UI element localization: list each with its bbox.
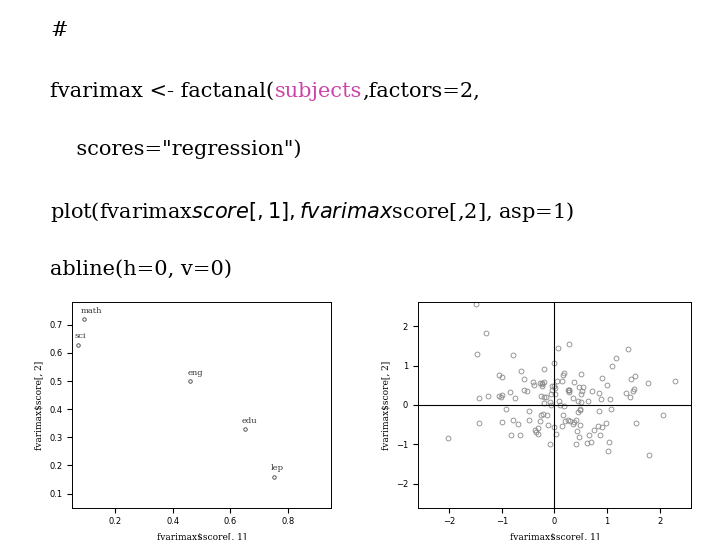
X-axis label: fvarimax$score[, 1]: fvarimax$score[, 1] [510,532,599,540]
Text: abline(h=0, v=0): abline(h=0, v=0) [50,260,233,279]
X-axis label: fvarimax$score[, 1]: fvarimax$score[, 1] [157,532,246,540]
Text: edu: edu [242,417,258,424]
Text: #: # [50,21,68,40]
Text: ,factors=2,: ,factors=2, [362,82,480,100]
Y-axis label: fvarimax$score[, 2]: fvarimax$score[, 2] [381,360,390,450]
Text: fvarimax <- factanal(: fvarimax <- factanal( [50,82,274,100]
Text: subjects: subjects [274,82,362,100]
Y-axis label: fvarimax$score[, 2]: fvarimax$score[, 2] [35,360,43,450]
Text: eng: eng [187,369,203,377]
Text: math: math [81,307,102,315]
Text: plot(fvarimax$score[,1], fvarimax$score[,2], asp=1): plot(fvarimax$score[,1], fvarimax$score[… [50,200,575,224]
Text: sci: sci [75,332,86,340]
Text: scores="regression"): scores="regression") [50,139,302,159]
Text: lep: lep [271,464,284,472]
